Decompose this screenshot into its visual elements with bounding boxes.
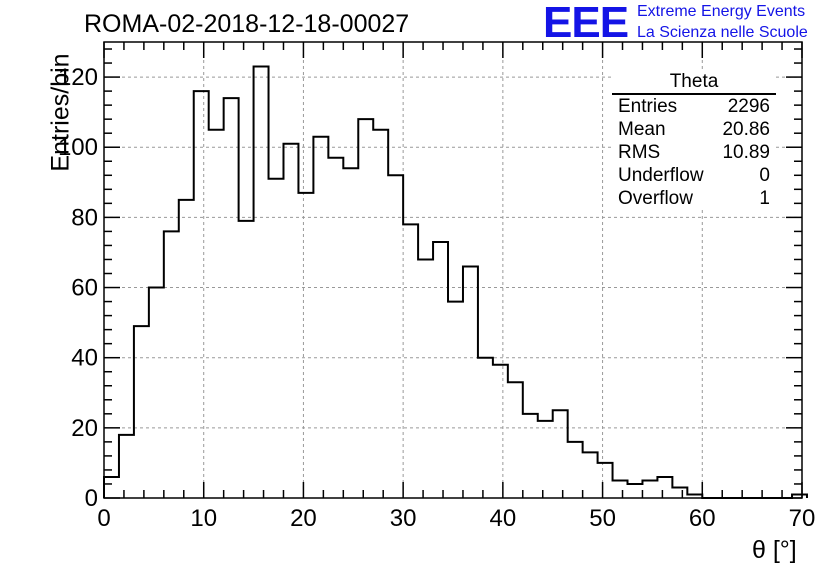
grid <box>104 42 802 498</box>
y-axis-label: Entries/bin <box>46 53 75 172</box>
x-tick-label: 10 <box>190 505 217 532</box>
eee-logo: EEE <box>543 0 629 47</box>
stats-label: Entries <box>618 96 678 117</box>
stats-label: RMS <box>618 142 661 163</box>
stats-name: Theta <box>612 70 776 95</box>
stats-value: 2296 <box>727 96 770 117</box>
x-tick-label: 40 <box>490 505 517 532</box>
x-tick-label: 70 <box>789 505 816 532</box>
stats-row: Mean 20.86 <box>612 118 776 141</box>
stats-label: Overflow <box>618 188 693 209</box>
histogram-series <box>103 65 808 499</box>
stats-row: Overflow 1 <box>612 187 776 210</box>
chart-title: ROMA-02-2018-12-18-00027 <box>84 10 410 38</box>
axis-ticks <box>103 42 803 499</box>
x-tick-label: 0 <box>97 505 110 532</box>
stats-value: 1 <box>759 188 770 209</box>
stats-label: Underflow <box>618 165 704 186</box>
y-tick-label: 60 <box>71 275 98 302</box>
x-tick-label: 50 <box>589 505 616 532</box>
x-tick-label: 20 <box>290 505 317 532</box>
y-tick-label: 0 <box>85 485 98 512</box>
stats-value: 20.86 <box>722 119 770 140</box>
plot-frame <box>103 41 803 499</box>
stats-value: 10.89 <box>722 142 770 163</box>
x-axis-label: θ [°] <box>752 536 797 564</box>
y-tick-label: 80 <box>71 204 98 231</box>
stats-box: Theta Entries 2296 Mean 20.86 RMS 10.89 … <box>612 70 776 210</box>
y-tick-label: 120 <box>58 64 98 91</box>
stats-label: Mean <box>618 119 666 140</box>
y-tick-label: 20 <box>71 415 98 442</box>
y-tick-label: 40 <box>71 345 98 372</box>
stats-row: RMS 10.89 <box>612 141 776 164</box>
x-tick-label: 60 <box>689 505 716 532</box>
stats-row: Entries 2296 <box>612 95 776 118</box>
stats-row: Underflow 0 <box>612 164 776 187</box>
x-tick-label: 30 <box>390 505 417 532</box>
y-tick-label: 100 <box>58 134 98 161</box>
logo-line-1: Extreme Energy Events <box>637 3 806 20</box>
stats-value: 0 <box>759 165 770 186</box>
logo-line-2: La Scienza nelle Scuole <box>637 24 808 41</box>
